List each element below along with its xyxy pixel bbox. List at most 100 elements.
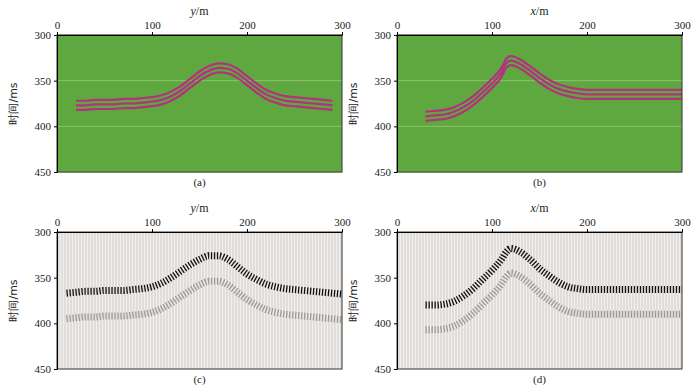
trace-line: [332, 232, 333, 369]
trace-line: [402, 232, 403, 369]
trace-line: [86, 232, 87, 369]
trace-line: [600, 232, 601, 369]
trace-line: [597, 232, 598, 369]
trace-line: [260, 232, 261, 369]
tick-label: 100: [484, 216, 501, 228]
y-axis-title: 时间/ms: [347, 279, 360, 321]
trace-line: [534, 232, 535, 369]
trace-line: [408, 232, 409, 369]
trace-line: [110, 232, 111, 369]
marks: [426, 248, 683, 329]
trace-line: [441, 232, 442, 369]
trace-line: [501, 232, 502, 369]
plot-frame: [397, 232, 682, 369]
trace-line: [537, 232, 538, 369]
marks: [67, 256, 343, 320]
trace-line: [435, 232, 436, 369]
event-line: [426, 61, 683, 117]
trace-line: [471, 232, 472, 369]
trace-line: [317, 232, 318, 369]
trace-line: [621, 232, 622, 369]
trace-line: [59, 232, 60, 369]
tick-label: 200: [239, 19, 256, 31]
trace-line: [263, 232, 264, 369]
trace-line: [95, 232, 96, 369]
trace-line: [648, 232, 649, 369]
trace-line: [636, 232, 637, 369]
trace-texture: [399, 232, 681, 369]
tick-label: 100: [484, 19, 501, 31]
trace-line: [71, 232, 72, 369]
tick-mark: [682, 229, 683, 232]
trace-line: [77, 232, 78, 369]
trace-line: [155, 232, 156, 369]
trace-line: [194, 232, 195, 369]
trace-line: [399, 232, 400, 369]
trace-line: [633, 232, 634, 369]
trace-line: [444, 232, 445, 369]
trace-line: [468, 232, 469, 369]
event-line: [76, 63, 333, 100]
trace-line: [128, 232, 129, 369]
trace-line: [528, 232, 529, 369]
y-axis-title: 时间/ms: [7, 279, 20, 321]
trace-line: [585, 232, 586, 369]
tick-label: 300: [674, 216, 691, 228]
plot-background: [397, 232, 682, 369]
panel-caption: (c): [193, 373, 206, 386]
x-axis: 0100200300: [55, 19, 352, 36]
tick: 300: [35, 29, 58, 41]
tick-mark: [247, 32, 248, 35]
tick: 300: [35, 226, 58, 238]
tick-label: 100: [144, 216, 161, 228]
event-line: [426, 56, 683, 112]
tick-label: 300: [334, 19, 351, 31]
panel: 0100200300300350400450y/m时间/ms(c): [7, 201, 351, 386]
trace-line: [305, 232, 306, 369]
event-line: [76, 72, 333, 109]
tick-mark: [54, 323, 57, 324]
trace-line: [272, 232, 273, 369]
tick-mark: [54, 232, 57, 233]
tick-mark: [682, 32, 683, 35]
trace-line: [302, 232, 303, 369]
trace-texture: [59, 232, 341, 369]
trace-line: [146, 232, 147, 369]
axis-line: [397, 36, 398, 173]
tick-label: 0: [55, 19, 61, 31]
trace-line: [335, 232, 336, 369]
grid: [397, 35, 682, 172]
trace-line: [492, 232, 493, 369]
plot-frame: [397, 35, 682, 172]
event-line: [67, 281, 343, 319]
trace-line: [161, 232, 162, 369]
trace-line: [245, 232, 246, 369]
tick-label: 350: [375, 75, 392, 87]
trace-line: [80, 232, 81, 369]
trace-line: [495, 232, 496, 369]
trace-line: [546, 232, 547, 369]
trace-line: [152, 232, 153, 369]
trace-line: [311, 232, 312, 369]
tick-label: 400: [35, 317, 52, 329]
trace-line: [420, 232, 421, 369]
trace-line: [113, 232, 114, 369]
tick: 0: [395, 216, 401, 232]
tick-mark: [394, 278, 397, 279]
panel-caption: (d): [533, 373, 546, 386]
tick-mark: [54, 81, 57, 82]
tick-mark: [492, 229, 493, 232]
event-line: [76, 68, 333, 105]
tick: 300: [375, 29, 398, 41]
trace-line: [278, 232, 279, 369]
tick-mark: [492, 32, 493, 35]
trace-line: [675, 232, 676, 369]
x-axis-title: x/m: [530, 4, 550, 18]
x-axis: 0100200300: [395, 216, 692, 233]
plot-background: [397, 35, 682, 172]
trace-line: [323, 232, 324, 369]
tick: 300: [334, 19, 351, 35]
panel-caption: (b): [533, 176, 546, 189]
tick: 100: [484, 19, 501, 35]
y-axis: 300350400450: [35, 226, 58, 375]
